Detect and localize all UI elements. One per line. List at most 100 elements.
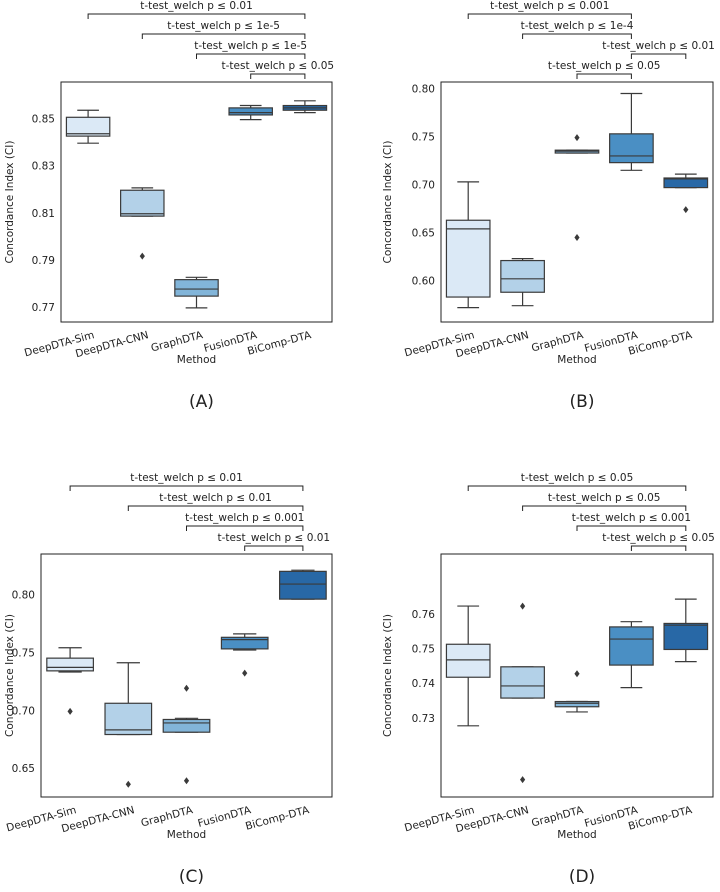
box bbox=[500, 666, 545, 699]
panel-label: (D) bbox=[569, 867, 595, 887]
significance-label: t-test_welch p ≤ 0.01 bbox=[602, 40, 715, 52]
box bbox=[663, 622, 709, 651]
x-tick-label: GraphDTA bbox=[530, 329, 585, 355]
y-tick-label: 0.75 bbox=[12, 648, 35, 660]
significance-bracket bbox=[141, 33, 306, 39]
x-axis-title: Method bbox=[177, 354, 216, 366]
box bbox=[65, 116, 111, 137]
panel-label: (B) bbox=[570, 392, 595, 412]
box bbox=[279, 570, 327, 600]
outlier bbox=[139, 252, 145, 260]
significance-bracket bbox=[522, 505, 687, 511]
y-tick-label: 0.74 bbox=[412, 678, 436, 690]
significance-label: t-test_welch p ≤ 0.05 bbox=[548, 60, 661, 72]
significance-label: t-test_welch p ≤ 0.001 bbox=[185, 512, 304, 524]
panel-label: (C) bbox=[179, 867, 204, 887]
y-tick-label: 0.75 bbox=[412, 643, 435, 655]
significance-label: t-test_welch p ≤ 0.01 bbox=[130, 472, 243, 484]
x-axis-title: Method bbox=[167, 829, 206, 841]
significance-label: t-test_welch p ≤ 1e-4 bbox=[521, 20, 634, 32]
y-tick-label: 0.83 bbox=[32, 161, 55, 173]
y-axis-title: Concordance Index (CI) bbox=[4, 614, 16, 737]
y-axis-title: Concordance Index (CI) bbox=[4, 141, 16, 264]
y-tick-label: 0.80 bbox=[12, 590, 35, 602]
y-tick-label: 0.80 bbox=[412, 84, 435, 96]
x-tick-label: GraphDTA bbox=[150, 329, 205, 355]
y-tick-label: 0.79 bbox=[32, 255, 55, 267]
significance-label: t-test_welch p ≤ 1e-5 bbox=[167, 20, 280, 32]
significance-bracket bbox=[250, 73, 306, 79]
outlier bbox=[574, 670, 580, 678]
outlier bbox=[574, 234, 580, 242]
box bbox=[220, 636, 269, 650]
y-tick-label: 0.65 bbox=[412, 228, 435, 240]
y-tick-label: 0.81 bbox=[32, 208, 55, 220]
outlier bbox=[183, 777, 190, 785]
x-axis-title: Method bbox=[557, 829, 596, 841]
significance-label: t-test_welch p ≤ 0.05 bbox=[602, 532, 715, 544]
y-tick-label: 0.70 bbox=[412, 180, 435, 192]
outlier bbox=[125, 780, 131, 788]
plot-frame bbox=[440, 81, 714, 323]
box bbox=[445, 643, 491, 678]
outlier bbox=[242, 669, 248, 677]
significance-bracket bbox=[576, 73, 632, 79]
plot-frame bbox=[40, 553, 333, 798]
y-tick-label: 0.60 bbox=[412, 276, 435, 288]
x-axis-title: Method bbox=[557, 354, 596, 366]
significance-bracket bbox=[576, 525, 687, 531]
significance-label: t-test_welch p ≤ 0.05 bbox=[521, 472, 634, 484]
significance-label: t-test_welch p ≤ 0.05 bbox=[548, 492, 661, 504]
box bbox=[174, 279, 219, 297]
box bbox=[500, 259, 545, 293]
significance-bracket bbox=[630, 53, 687, 59]
significance-bracket bbox=[87, 13, 306, 19]
box bbox=[609, 133, 654, 164]
significance-label: t-test_welch p ≤ 0.001 bbox=[490, 0, 609, 12]
plot-frame bbox=[440, 553, 714, 798]
significance-label: t-test_welch p ≤ 0.01 bbox=[218, 532, 331, 544]
significance-bracket bbox=[522, 33, 632, 39]
significance-label: t-test_welch p ≤ 0.01 bbox=[159, 492, 272, 504]
box bbox=[228, 107, 273, 116]
outlier bbox=[574, 134, 580, 142]
box bbox=[445, 219, 491, 298]
significance-bracket bbox=[127, 505, 304, 511]
y-tick-label: 0.65 bbox=[12, 763, 35, 775]
y-tick-label: 0.77 bbox=[32, 302, 55, 314]
outlier bbox=[520, 776, 526, 784]
significance-bracket bbox=[196, 53, 306, 59]
y-tick-label: 0.70 bbox=[12, 705, 35, 717]
box bbox=[554, 700, 600, 708]
significance-bracket bbox=[467, 13, 632, 19]
y-axis-title: Concordance Index (CI) bbox=[382, 614, 394, 737]
box bbox=[609, 626, 654, 666]
box bbox=[120, 189, 165, 217]
significance-label: t-test_welch p ≤ 1e-5 bbox=[194, 40, 307, 52]
panel-label: (A) bbox=[189, 392, 214, 412]
x-tick-label: GraphDTA bbox=[530, 804, 585, 830]
significance-bracket bbox=[69, 485, 304, 491]
x-tick-label: BiComp-DTA bbox=[627, 804, 694, 833]
outlier bbox=[520, 602, 526, 610]
box bbox=[663, 177, 709, 189]
outlier bbox=[183, 684, 190, 692]
box bbox=[46, 657, 94, 672]
significance-bracket bbox=[186, 525, 304, 531]
significance-bracket bbox=[630, 545, 687, 551]
y-tick-label: 0.73 bbox=[412, 713, 435, 725]
y-tick-label: 0.76 bbox=[412, 609, 436, 621]
box bbox=[162, 718, 211, 733]
significance-label: t-test_welch p ≤ 0.01 bbox=[140, 0, 253, 12]
y-tick-label: 0.75 bbox=[412, 132, 435, 144]
outlier bbox=[67, 707, 73, 715]
y-tick-label: 0.85 bbox=[32, 114, 55, 126]
x-tick-label: BiComp-DTA bbox=[244, 804, 311, 833]
significance-bracket bbox=[244, 545, 304, 551]
significance-label: t-test_welch p ≤ 0.05 bbox=[222, 60, 335, 72]
plot-frame bbox=[60, 81, 333, 323]
significance-bracket bbox=[467, 485, 687, 491]
x-tick-label: GraphDTA bbox=[140, 804, 195, 830]
significance-label: t-test_welch p ≤ 0.001 bbox=[572, 512, 691, 524]
